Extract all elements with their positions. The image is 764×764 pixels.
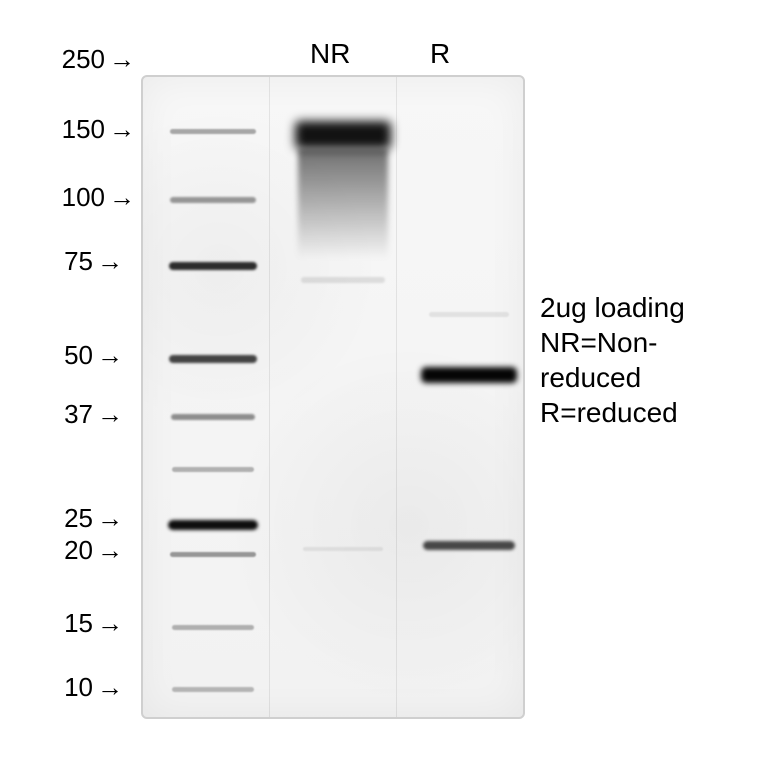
mw-label-37: 37→ [64, 399, 123, 430]
mw-value: 37 [64, 399, 93, 430]
lane-header-nr: NR [310, 38, 350, 70]
ladder-band [170, 197, 256, 203]
mw-value: 150 [62, 114, 105, 145]
lane-header-r: R [430, 38, 450, 70]
ladder-band [170, 129, 256, 134]
nr-band-faint [301, 277, 385, 283]
arrow-right-icon: → [97, 246, 123, 277]
r-band-faint [429, 312, 509, 317]
mw-label-150: 150→ [62, 114, 135, 145]
ladder-band [172, 467, 254, 472]
legend-text: 2ug loading NR=Non- reduced R=reduced [540, 290, 685, 430]
arrow-right-icon: → [97, 672, 123, 703]
mw-value: 25 [64, 503, 93, 534]
mw-value: 75 [64, 246, 93, 277]
lane-divider [396, 77, 397, 717]
gel-image [141, 75, 525, 719]
mw-value: 250 [62, 44, 105, 75]
arrow-right-icon: → [109, 182, 135, 213]
mw-value: 15 [64, 608, 93, 639]
arrow-right-icon: → [97, 340, 123, 371]
lane-divider [269, 77, 270, 717]
mw-label-15: 15→ [64, 608, 123, 639]
mw-label-250: 250→ [62, 44, 135, 75]
ladder-band [169, 262, 257, 270]
mw-label-75: 75→ [64, 246, 123, 277]
gel-figure: NR R 2ug loading NR=Non- reduced R=reduc… [0, 0, 764, 764]
nr-smear [298, 149, 388, 259]
mw-value: 20 [64, 535, 93, 566]
mw-value: 50 [64, 340, 93, 371]
arrow-right-icon: → [97, 503, 123, 534]
ladder-band [170, 552, 256, 557]
arrow-right-icon: → [97, 535, 123, 566]
ladder-band [168, 520, 258, 530]
mw-label-100: 100→ [62, 182, 135, 213]
arrow-right-icon: → [109, 114, 135, 145]
arrow-right-icon: → [109, 44, 135, 75]
mw-label-25: 25→ [64, 503, 123, 534]
ladder-band [169, 355, 257, 363]
arrow-right-icon: → [97, 608, 123, 639]
mw-value: 10 [64, 672, 93, 703]
nr-band-faint [303, 547, 383, 551]
ladder-band [172, 625, 254, 630]
ladder-band [171, 414, 255, 420]
r-band-light-chain [423, 541, 515, 550]
arrow-right-icon: → [97, 399, 123, 430]
ladder-band [172, 687, 254, 692]
mw-value: 100 [62, 182, 105, 213]
mw-label-10: 10→ [64, 672, 123, 703]
nr-band-heavy [295, 121, 391, 149]
mw-label-20: 20→ [64, 535, 123, 566]
r-band-heavy-chain [421, 367, 517, 383]
mw-label-50: 50→ [64, 340, 123, 371]
